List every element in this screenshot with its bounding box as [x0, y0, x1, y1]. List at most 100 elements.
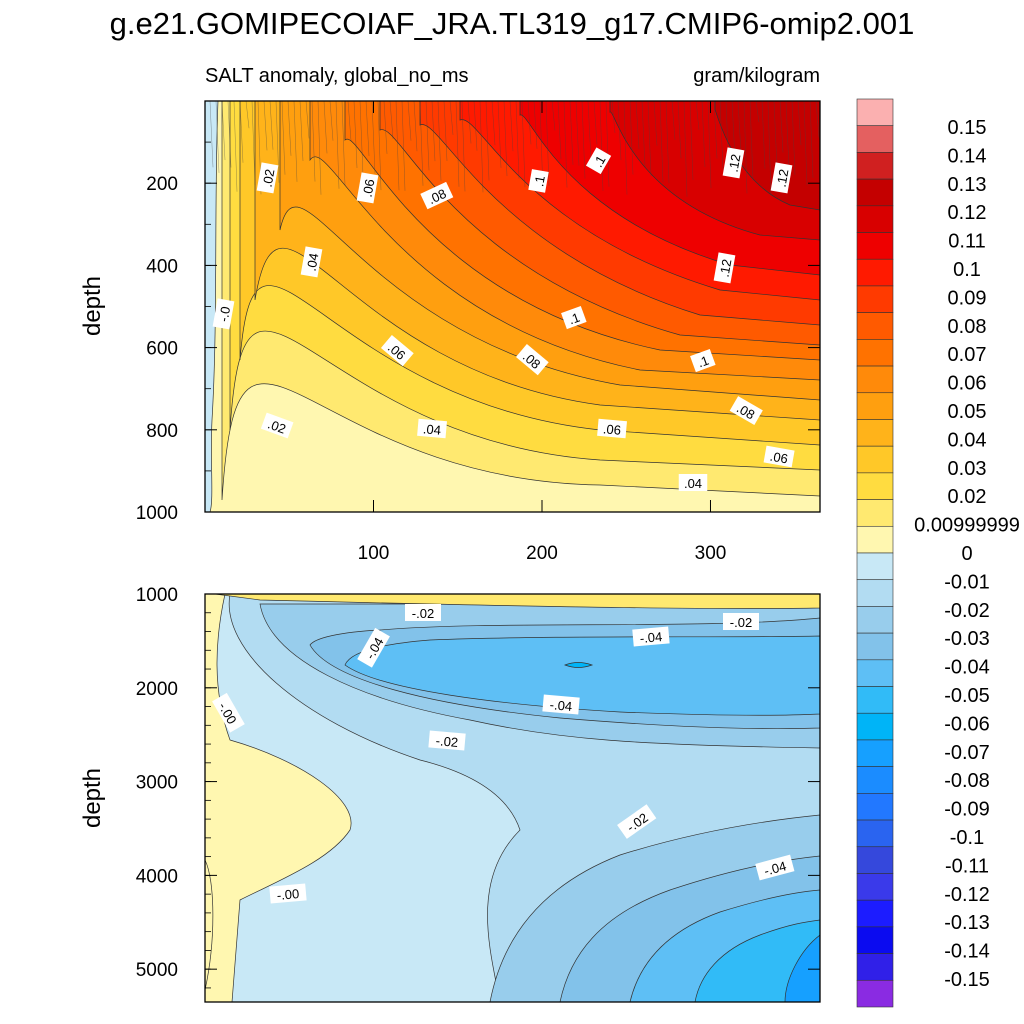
contour-label-box: [269, 883, 307, 904]
contour-label-text: .1: [696, 353, 711, 371]
noise-line: [221, 101, 226, 161]
contour-label: -.02: [405, 604, 441, 621]
noise-line: [701, 101, 706, 168]
contour-label-text: .02: [266, 416, 288, 436]
contour-label: -.04: [755, 854, 795, 881]
colorbar-box: [856, 472, 894, 500]
contour-label: -.04: [542, 694, 580, 715]
subtitle-left: SALT anomaly, global_no_ms: [205, 65, 469, 87]
colorbar-label: 0.12: [948, 202, 987, 224]
colorbar-label: -0.1: [950, 827, 984, 849]
contour-label: .06: [597, 418, 627, 439]
contour-label: -.02: [428, 730, 466, 751]
lower-left-positive: [205, 859, 214, 991]
contour-label-text: .12: [774, 168, 792, 188]
lower-ytick-label: 3000: [136, 773, 178, 794]
contour-label-box: [356, 172, 379, 204]
noise-line: [635, 101, 640, 150]
noise-line: [431, 101, 436, 162]
noise-line: [587, 101, 592, 161]
contour-label-text: .04: [684, 476, 702, 491]
noise-line: [245, 101, 250, 129]
colorbar-label: 0.07: [948, 344, 987, 366]
noise-line: [779, 101, 784, 153]
contour-label-text: .12: [717, 258, 735, 278]
contour-label-text: -.00: [276, 886, 300, 903]
xtick-label: 300: [695, 543, 727, 564]
contour-label: -.0: [212, 298, 235, 330]
noise-line: [443, 101, 448, 162]
noise-line: [473, 101, 478, 151]
noise-line: [647, 101, 652, 177]
contour-label-box: [723, 613, 759, 630]
noise-line: [437, 101, 442, 181]
colorbar-box: [856, 846, 894, 874]
colorbar-box: [856, 606, 894, 634]
noise-line: [563, 101, 568, 188]
colorbar-label: 0.02: [948, 486, 987, 508]
noise-line: [329, 101, 334, 141]
colorbar-box: [856, 899, 894, 928]
contour-label-text: .04: [304, 252, 322, 272]
noise-line: [449, 101, 454, 135]
noise-line: [275, 101, 280, 183]
lower-ylabel: depth: [79, 768, 106, 828]
noise-line: [617, 101, 622, 161]
contour-label: .08: [420, 181, 454, 210]
noise-line: [461, 101, 466, 192]
contour-label-box: [256, 162, 279, 194]
contour-label-text: -.04: [549, 697, 573, 714]
contour-label-text: -.0: [216, 305, 233, 323]
colorbar-box: [856, 205, 894, 233]
noise-line: [551, 101, 556, 131]
xtick-label: 200: [526, 543, 558, 564]
contour-label-box: [678, 474, 708, 491]
contour-label-box: [417, 418, 447, 439]
noise-line: [263, 101, 268, 151]
colorbar-label: -0.05: [944, 685, 990, 707]
noise-line: [749, 101, 754, 181]
colorbar-box: [856, 152, 894, 180]
colorbar-box: [856, 285, 894, 313]
lower-contour-field: [205, 594, 820, 1002]
contour-label-box: [690, 348, 716, 373]
noise-line: [365, 101, 370, 156]
noise-line: [803, 101, 808, 186]
colorbar: 0.15 0.14 0.13 0.12 0.11 0.1 0.09 0.08 0.07 0.06 0…: [856, 98, 1020, 1008]
noise-line: [629, 101, 634, 175]
lower-ytick-label: 5000: [136, 960, 178, 981]
noise-line: [515, 101, 520, 179]
noise-line: [341, 101, 346, 186]
noise-line: [581, 101, 586, 179]
noise-line: [353, 101, 358, 169]
noise-line: [407, 101, 412, 141]
lower-ticks: [205, 593, 820, 989]
noise-line: [209, 101, 214, 168]
noise-line: [503, 101, 508, 177]
contour-label: .1: [690, 348, 716, 373]
noise-line: [665, 101, 670, 184]
colorbar-label: 0.05: [948, 401, 987, 423]
colorbar-box: [856, 552, 894, 581]
colorbar-label: 0.08: [948, 316, 987, 338]
contour-label-box: [722, 147, 745, 179]
lower-plot-frame: [204, 593, 821, 1003]
noise-line: [299, 101, 304, 161]
noise-line: [641, 101, 646, 167]
colorbar-box: [856, 98, 894, 127]
contour-label-box: [542, 694, 580, 715]
noise-line: [785, 101, 790, 169]
contour-label-box: [428, 730, 466, 751]
colorbar-label: 0.04: [948, 429, 987, 451]
noise-line: [497, 101, 502, 168]
noise-line: [521, 101, 526, 188]
contour-label-box: [561, 305, 587, 330]
noise-line: [233, 101, 238, 192]
noise-line: [383, 101, 388, 154]
contour-label: .12: [770, 162, 793, 194]
noise-line: [251, 101, 256, 186]
colorbar-box: [856, 125, 894, 153]
contour-label-box: [770, 162, 793, 194]
colorbar-box: [856, 525, 894, 554]
colorbar-box: [856, 445, 894, 474]
